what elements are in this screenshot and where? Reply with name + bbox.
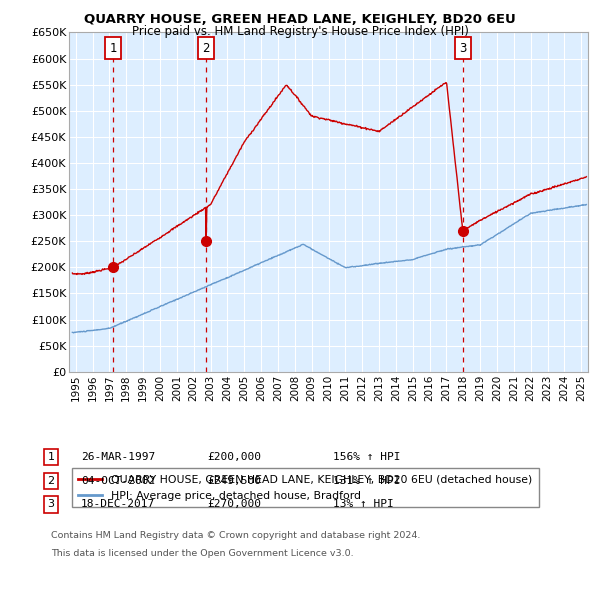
Text: 2: 2 — [203, 42, 210, 55]
Text: 26-MAR-1997: 26-MAR-1997 — [81, 453, 155, 462]
Text: 04-OCT-2002: 04-OCT-2002 — [81, 476, 155, 486]
Legend: QUARRY HOUSE, GREEN HEAD LANE, KEIGHLEY, BD20 6EU (detached house), HPI: Average: QUARRY HOUSE, GREEN HEAD LANE, KEIGHLEY,… — [72, 468, 539, 507]
Text: This data is licensed under the Open Government Licence v3.0.: This data is licensed under the Open Gov… — [51, 549, 353, 558]
Text: QUARRY HOUSE, GREEN HEAD LANE, KEIGHLEY, BD20 6EU: QUARRY HOUSE, GREEN HEAD LANE, KEIGHLEY,… — [84, 13, 516, 26]
Text: £270,000: £270,000 — [207, 500, 261, 509]
Text: 18-DEC-2017: 18-DEC-2017 — [81, 500, 155, 509]
Text: Price paid vs. HM Land Registry's House Price Index (HPI): Price paid vs. HM Land Registry's House … — [131, 25, 469, 38]
Text: 13% ↑ HPI: 13% ↑ HPI — [333, 500, 394, 509]
Text: 3: 3 — [459, 42, 466, 55]
Text: 3: 3 — [47, 500, 55, 509]
Text: £200,000: £200,000 — [207, 453, 261, 462]
Text: 1: 1 — [110, 42, 117, 55]
Text: 1: 1 — [47, 453, 55, 462]
Text: 2: 2 — [47, 476, 55, 486]
Text: £249,500: £249,500 — [207, 476, 261, 486]
Text: 131% ↑ HPI: 131% ↑ HPI — [333, 476, 401, 486]
Text: Contains HM Land Registry data © Crown copyright and database right 2024.: Contains HM Land Registry data © Crown c… — [51, 531, 421, 540]
Text: 156% ↑ HPI: 156% ↑ HPI — [333, 453, 401, 462]
